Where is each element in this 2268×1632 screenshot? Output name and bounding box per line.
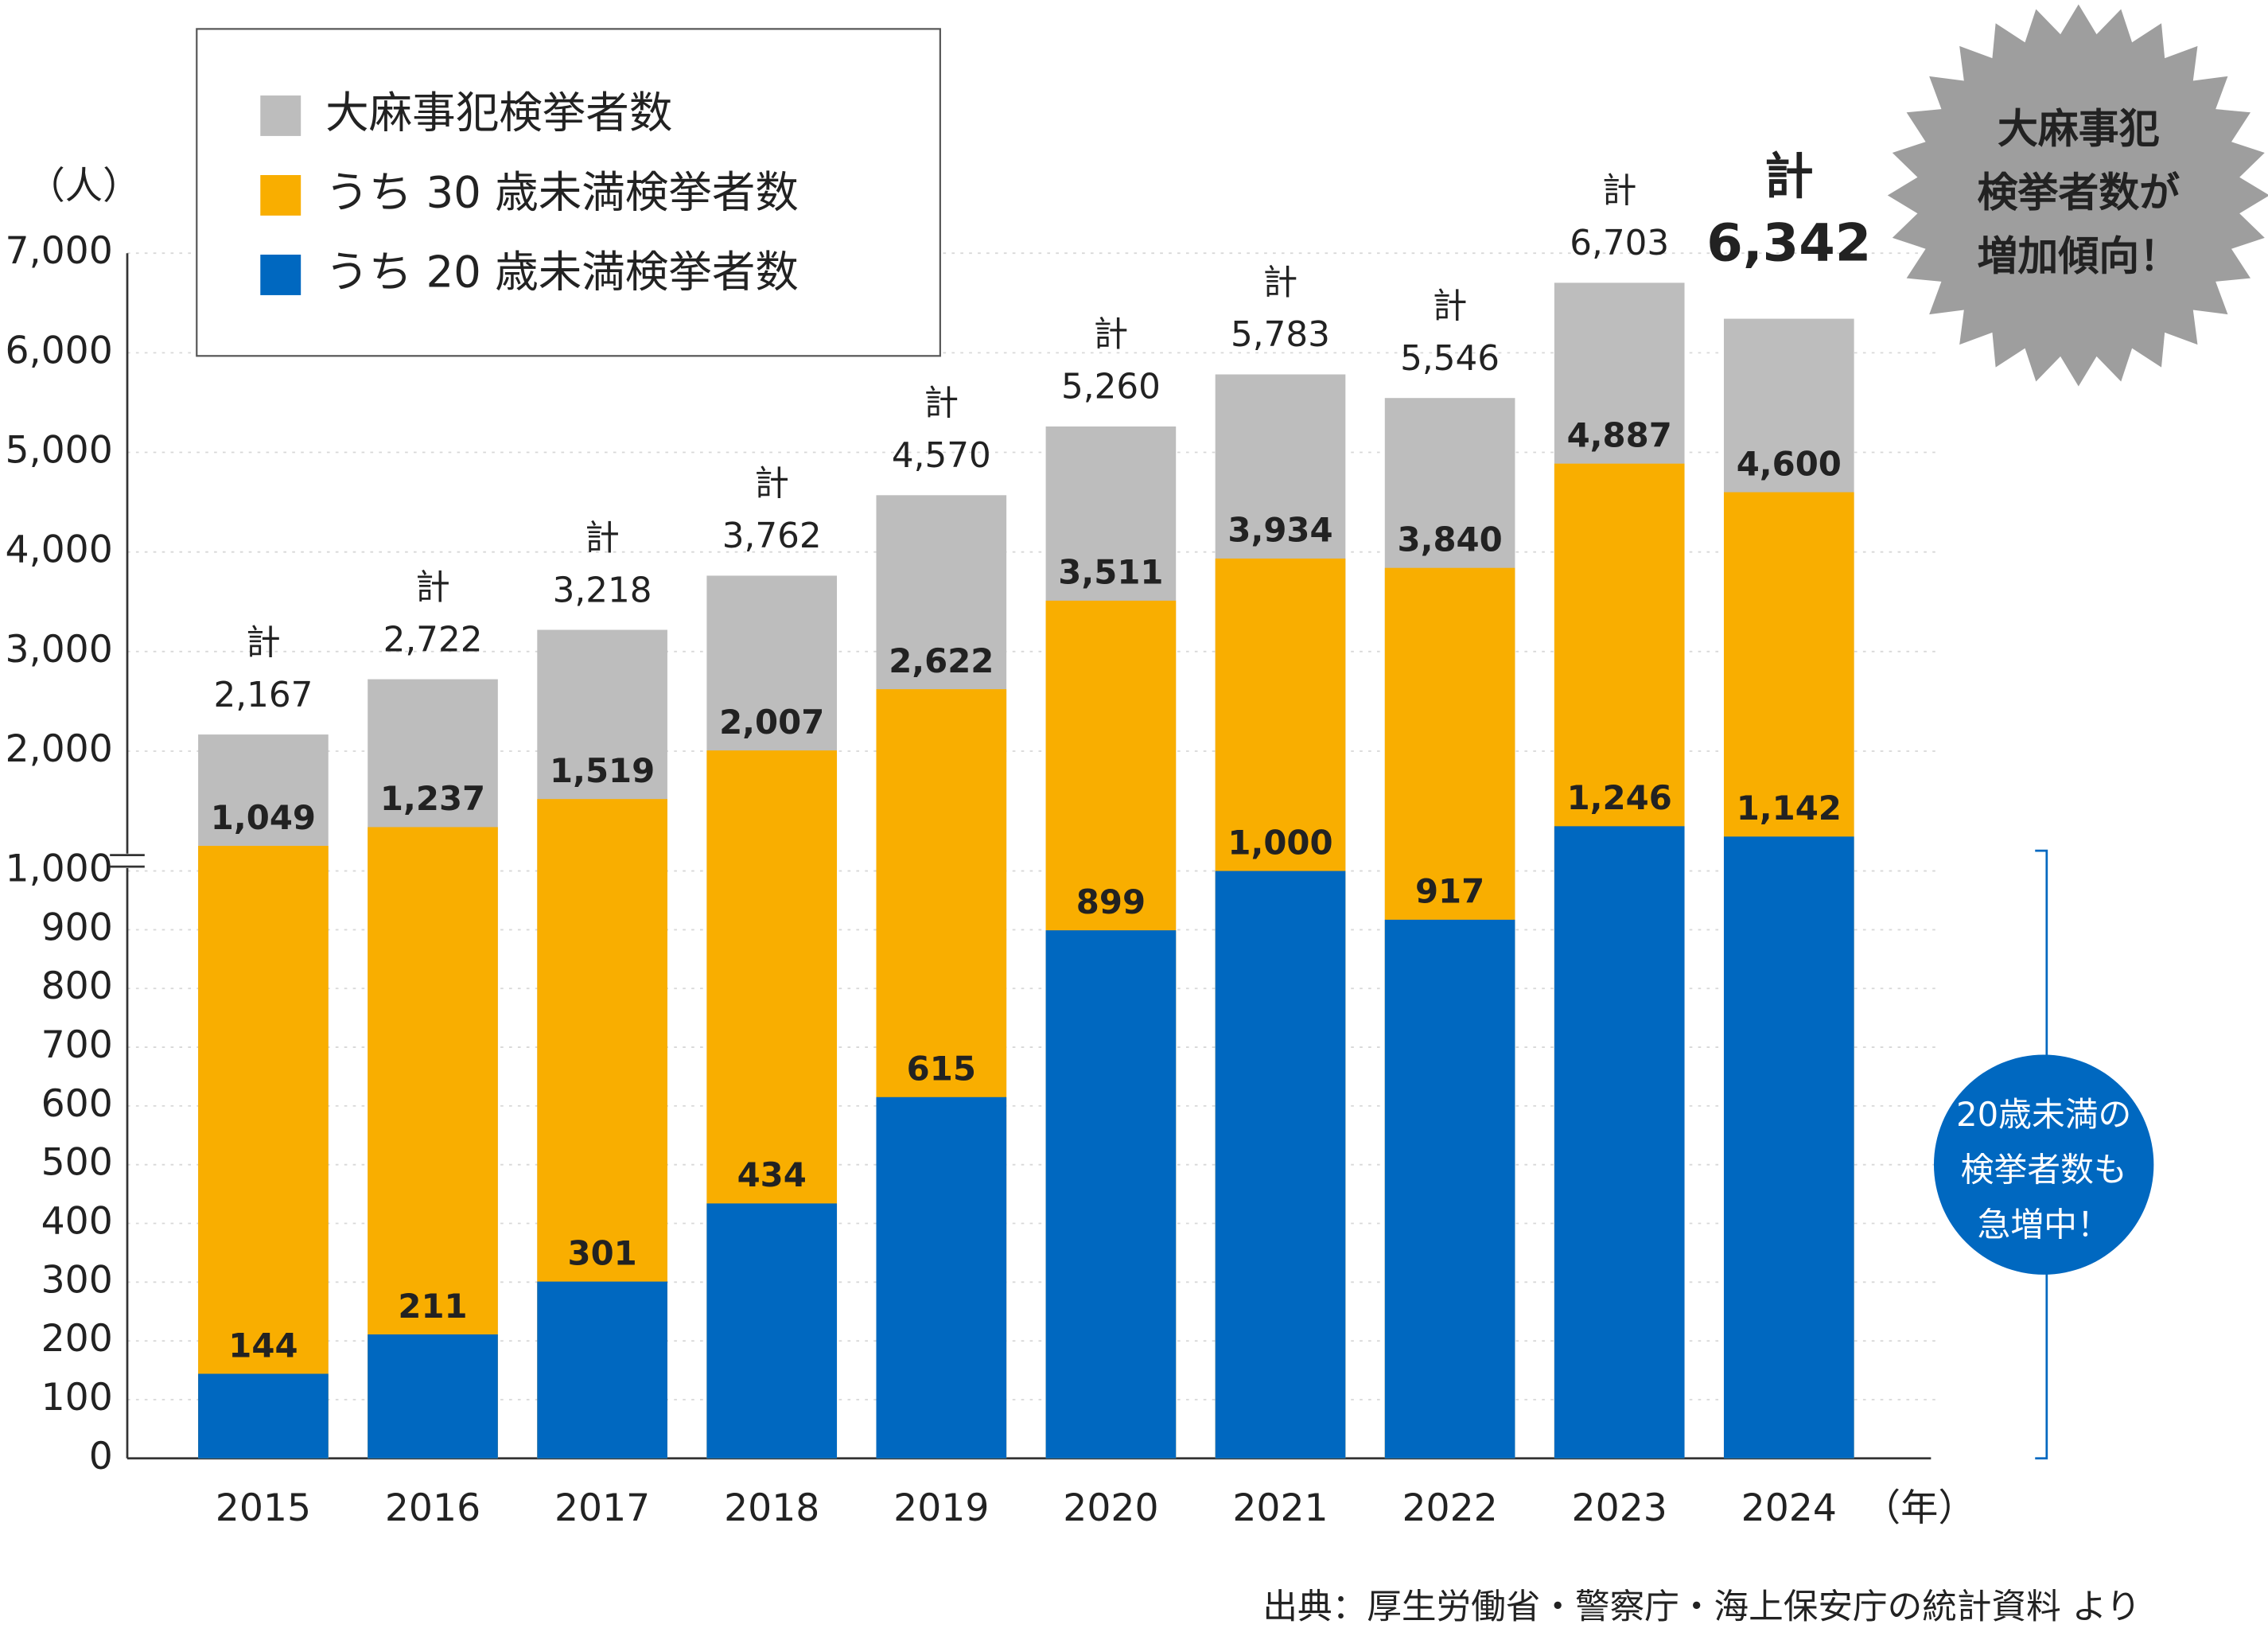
total-prefix: 計 [924, 384, 959, 424]
total-prefix: 計 [1263, 263, 1298, 303]
bar [1554, 826, 1685, 1459]
annotation-text: 検挙者数が [1978, 169, 2180, 216]
value-label: 2,622 [889, 641, 994, 680]
annotation-circle [1933, 1054, 2154, 1275]
axis-break-gap [123, 853, 132, 868]
x-unit-label: （年） [1863, 1486, 1976, 1530]
y-tick-label: 200 [41, 1317, 113, 1361]
annotation-text: 検挙者数も [1961, 1150, 2127, 1189]
total-label: 6,703 [1570, 224, 1669, 263]
y-tick-label: 300 [41, 1258, 113, 1302]
value-label: 3,934 [1227, 511, 1332, 550]
value-label: 4,600 [1737, 444, 1842, 483]
legend-box [196, 28, 941, 357]
value-label: 899 [1076, 882, 1146, 921]
value-label: 615 [907, 1050, 976, 1089]
y-tick-label: 2,000 [6, 727, 113, 771]
total-label: 5,546 [1400, 339, 1500, 379]
legend-label: うち 20 歳未満検挙者数 [325, 247, 799, 298]
bar [198, 846, 329, 1459]
y-unit-label: （人） [28, 164, 141, 208]
total-prefix: 計 [1764, 148, 1814, 205]
y-tick-label: 6,000 [6, 329, 113, 372]
legend-label: 大麻事犯検挙者数 [325, 88, 672, 138]
total-label: 3,762 [722, 516, 822, 556]
legend-swatch [260, 95, 301, 136]
annotation-text: 増加傾向！ [1978, 233, 2180, 280]
bar [537, 1281, 667, 1459]
y-tick-label: 7,000 [6, 229, 113, 273]
y-tick-label: 3,000 [6, 628, 113, 672]
value-label: 1,246 [1567, 778, 1672, 817]
y-tick-label: 100 [41, 1376, 113, 1420]
total-label: 2,167 [213, 676, 313, 715]
total-label: 5,260 [1061, 368, 1161, 407]
x-tick-label: 2024 [1741, 1486, 1837, 1530]
x-tick-label: 2019 [893, 1486, 989, 1530]
total-prefix: 計 [1433, 286, 1468, 326]
value-label: 434 [737, 1155, 807, 1194]
value-label: 1,000 [1227, 823, 1332, 862]
value-label: 917 [1415, 872, 1484, 911]
annotation-text: 急増中！ [1978, 1205, 2110, 1244]
x-tick-label: 2023 [1572, 1486, 1667, 1530]
total-prefix: 計 [754, 465, 789, 504]
total-prefix: 計 [415, 568, 450, 608]
value-label: 144 [228, 1326, 298, 1365]
value-label: 1,142 [1737, 789, 1842, 828]
y-tick-label: 600 [41, 1082, 113, 1126]
total-prefix: 計 [585, 519, 620, 559]
legend-label: うち 30 歳未満検挙者数 [325, 167, 799, 218]
bar [1723, 836, 1854, 1459]
total-label: 6,342 [1706, 213, 1871, 274]
x-tick-label: 2016 [385, 1486, 480, 1530]
total-label: 5,783 [1231, 315, 1330, 355]
y-tick-label: 4,000 [6, 528, 113, 572]
x-tick-label: 2017 [554, 1486, 650, 1530]
total-prefix: 計 [246, 623, 281, 663]
value-label: 211 [398, 1287, 467, 1326]
value-label: 1,049 [211, 798, 316, 837]
bar [1215, 871, 1346, 1459]
y-tick-label: 1,000 [6, 847, 113, 891]
total-prefix: 計 [1602, 172, 1637, 212]
value-label: 301 [567, 1233, 636, 1272]
legend-swatch [260, 175, 301, 216]
y-tick-label: 700 [41, 1023, 113, 1067]
starburst [1887, 4, 2268, 387]
x-tick-label: 2022 [1402, 1486, 1497, 1530]
value-label: 2,007 [719, 703, 824, 742]
y-tick-label: 400 [41, 1200, 113, 1244]
x-tick-label: 2020 [1063, 1486, 1158, 1530]
total-prefix: 計 [1094, 315, 1129, 355]
x-tick-label: 2018 [724, 1486, 819, 1530]
bar [876, 1096, 1007, 1459]
y-tick-label: 0 [89, 1435, 113, 1478]
bar [1045, 930, 1177, 1459]
source: 出典：厚生労働省・警察庁・海上保安庁の統計資料 より [1262, 1587, 2141, 1627]
legend-swatch [260, 255, 301, 295]
value-label: 4,887 [1567, 415, 1672, 454]
value-label: 1,519 [550, 751, 655, 790]
value-label: 3,511 [1058, 553, 1163, 592]
bar [706, 1203, 838, 1459]
annotation-text: 20歳未満の [1956, 1095, 2131, 1134]
y-tick-label: 900 [41, 906, 113, 949]
y-tick-label: 500 [41, 1141, 113, 1185]
bar [198, 1373, 329, 1459]
total-label: 2,722 [383, 620, 483, 660]
annotation-text: 大麻事犯 [1998, 106, 2160, 153]
x-tick-label: 2015 [216, 1486, 311, 1530]
bar [368, 1334, 498, 1459]
total-label: 3,218 [553, 571, 652, 610]
y-tick-label: 800 [41, 964, 113, 1008]
x-tick-label: 2021 [1232, 1486, 1328, 1530]
total-label: 4,570 [892, 436, 991, 476]
bar [1384, 919, 1515, 1459]
y-tick-label: 5,000 [6, 429, 113, 473]
value-label: 1,237 [380, 779, 485, 818]
value-label: 3,840 [1397, 520, 1502, 559]
